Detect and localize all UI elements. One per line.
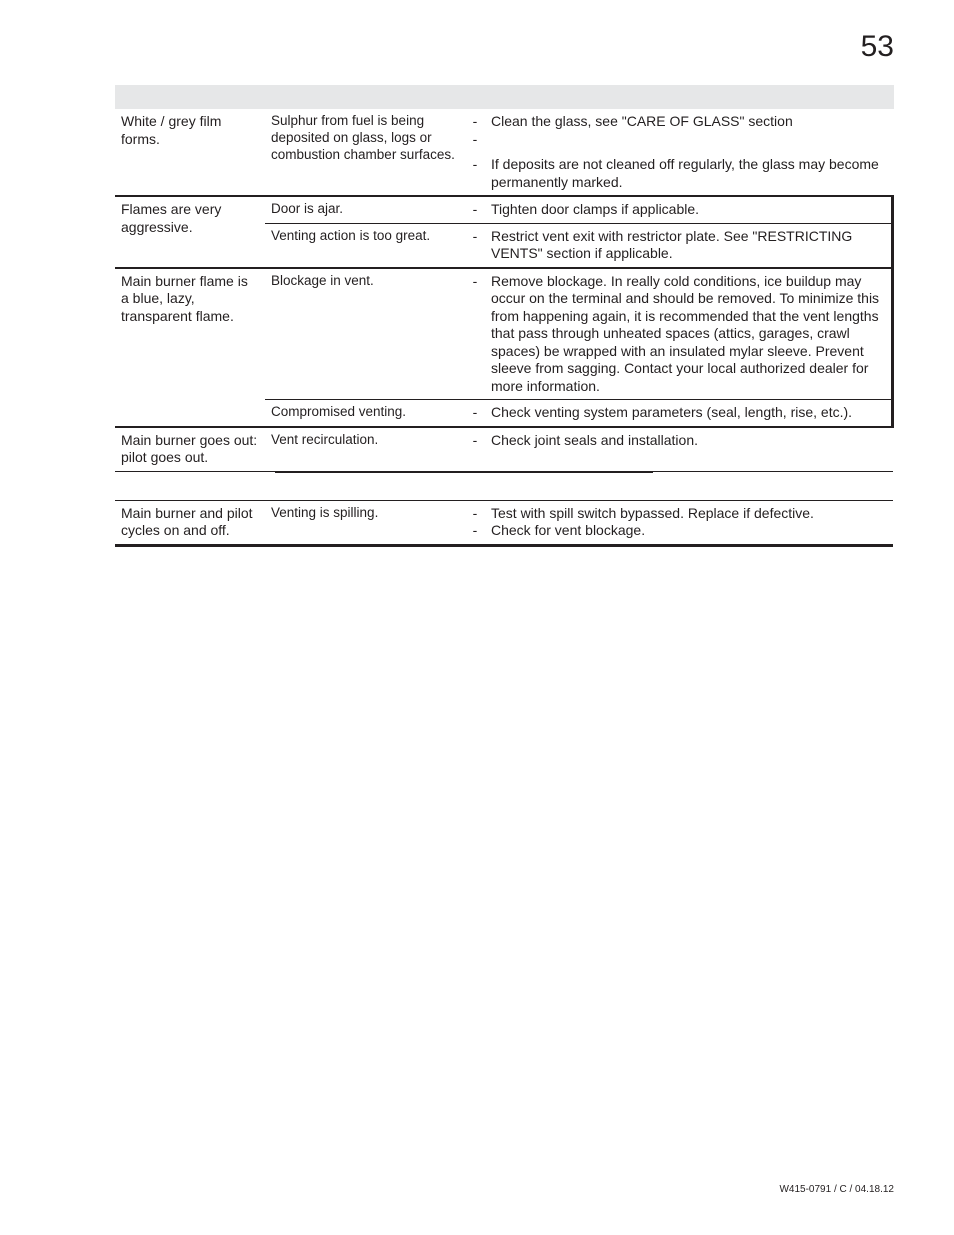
- section-divider: [115, 472, 893, 501]
- cause-cell: Venting action is too great.: [265, 223, 465, 268]
- symptom-cell: Flames are very aggressive.: [115, 196, 265, 268]
- table-row: White / grey film forms. Sulphur from fu…: [115, 109, 893, 152]
- solution-cell: Clean the glass, see "CARE OF GLASS" sec…: [485, 109, 893, 152]
- solution-cell: Test with spill switch bypassed. Replace…: [485, 501, 893, 546]
- dash-cell: -: [465, 223, 485, 268]
- page-root: 53 White / grey film forms. Sulphur from…: [0, 0, 954, 1235]
- cause-cell: Door is ajar.: [265, 196, 465, 223]
- solution-cell: Tighten door clamps if applicable.: [485, 196, 893, 223]
- dash-icon: -: [473, 131, 478, 147]
- table-row: Flames are very aggressive. Door is ajar…: [115, 196, 893, 223]
- dash-icon: -: [473, 113, 478, 129]
- table-header-bar: [115, 85, 894, 109]
- table-row: Main burner flame is a blue, lazy, trans…: [115, 268, 893, 400]
- cause-cell: Compromised venting.: [265, 400, 465, 427]
- page-number: 53: [861, 30, 894, 64]
- dash-cell: -: [465, 400, 485, 427]
- symptom-cell: Main burner flame is a blue, lazy, trans…: [115, 268, 265, 427]
- dash-cell: - -: [465, 109, 485, 152]
- dash-icon: -: [473, 522, 478, 538]
- cause-cell: Venting is spilling.: [265, 501, 465, 546]
- table-row: Main burner goes out: pilot goes out. Ve…: [115, 427, 893, 472]
- dash-cell: -: [465, 427, 485, 472]
- table-row: Main burner and pilot cycles on and off.…: [115, 501, 893, 546]
- dash-icon: -: [473, 505, 478, 521]
- symptom-cell: Main burner and pilot cycles on and off.: [115, 501, 265, 546]
- dash-cell: -: [465, 268, 485, 400]
- dash-cell: -: [465, 152, 485, 196]
- cause-cell: Blockage in vent.: [265, 268, 465, 400]
- symptom-cell: White / grey film forms.: [115, 109, 265, 196]
- symptom-cell: Main burner goes out: pilot goes out.: [115, 427, 265, 472]
- dash-cell: - -: [465, 501, 485, 546]
- dash-cell: -: [465, 196, 485, 223]
- solution-cell: Check joint seals and installation.: [485, 427, 893, 472]
- table-row: [115, 471, 893, 501]
- divider-line: [275, 472, 653, 473]
- cause-cell: Sulphur from fuel is being deposited on …: [265, 109, 465, 196]
- solution-text: Check for vent blockage.: [491, 522, 645, 538]
- solution-cell: If deposits are not cleaned off regularl…: [485, 152, 893, 196]
- troubleshooting-table-wrap: White / grey film forms. Sulphur from fu…: [115, 109, 894, 547]
- solution-cell: Restrict vent exit with restrictor plate…: [485, 223, 893, 268]
- cause-cell: Vent recirculation.: [265, 427, 465, 472]
- solution-cell: Remove blockage. In really cold conditio…: [485, 268, 893, 400]
- solution-text: Test with spill switch bypassed. Replace…: [491, 505, 814, 521]
- troubleshooting-table: White / grey film forms. Sulphur from fu…: [115, 109, 894, 547]
- footer-doc-id: W415-0791 / C / 04.18.12: [779, 1184, 894, 1195]
- solution-cell: Check venting system parameters (seal, l…: [485, 400, 893, 427]
